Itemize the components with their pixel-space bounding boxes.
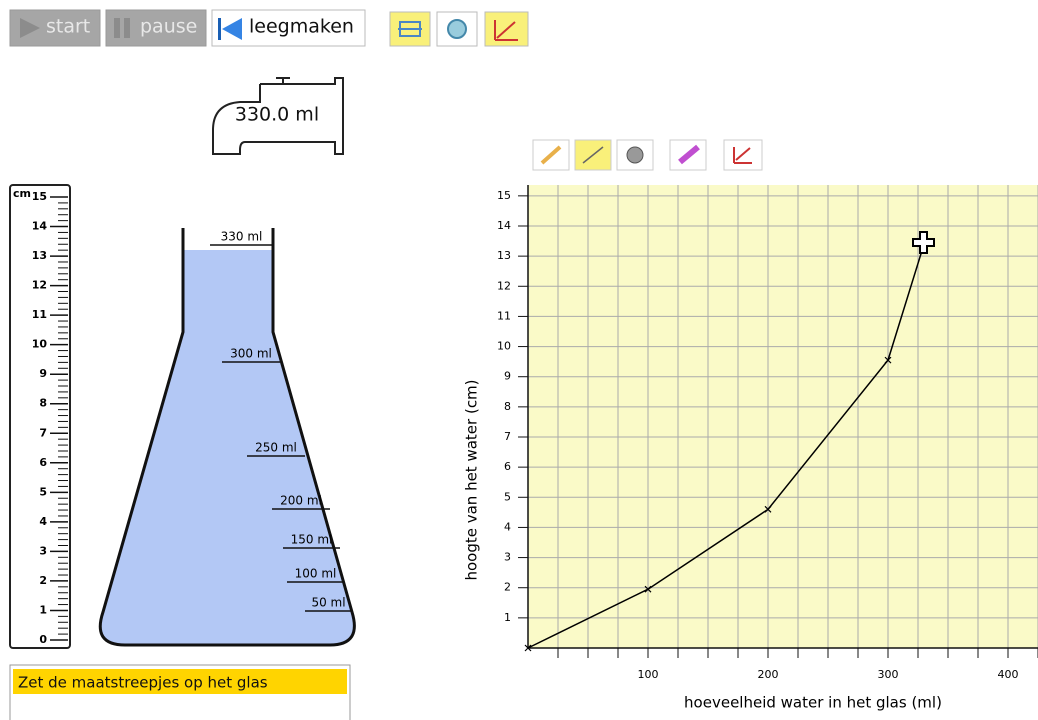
plot-area (528, 185, 1038, 648)
ruler-label: 13 (32, 249, 47, 262)
y-tick-label: 2 (504, 581, 511, 594)
y-tick-label: 5 (504, 490, 511, 503)
data-point (764, 505, 772, 513)
x-tick-label: 200 (758, 668, 779, 681)
tool-icon-clock[interactable] (436, 11, 478, 47)
y-tick-label: 12 (497, 279, 511, 292)
point-tool[interactable] (616, 139, 654, 171)
flask-mark-label: 150 ml (291, 533, 333, 547)
flask-mark-label: 100 ml (295, 567, 337, 581)
y-tick-label: 7 (504, 430, 511, 443)
data-point (644, 585, 652, 593)
graph-tool[interactable] (723, 139, 763, 171)
y-axis-label: hoogte van het water (cm) (463, 379, 481, 580)
ruler-label: 8 (39, 397, 47, 410)
water (100, 250, 355, 645)
clear-label: leegmaken (249, 16, 354, 38)
x-tick-label: 300 (878, 668, 899, 681)
clear-button[interactable]: leegmaken (211, 9, 366, 47)
start-button[interactable]: start (9, 9, 101, 47)
data-point (884, 356, 892, 364)
start-label: start (46, 16, 90, 38)
line-tool[interactable] (574, 139, 612, 171)
data-point (524, 644, 532, 652)
task-title: Zet de maatstreepjes op het glas (18, 674, 268, 692)
y-tick-label: 8 (504, 400, 511, 413)
flask-mark-label: 200 ml (280, 494, 322, 508)
ruler-label: 2 (39, 574, 47, 587)
y-tick-label: 15 (497, 189, 511, 202)
ruler-label: 0 (39, 633, 47, 646)
ruler-label: 15 (32, 190, 47, 203)
y-tick-label: 10 (497, 340, 511, 353)
ruler-label: 3 (39, 544, 47, 557)
tool-icon-flask[interactable] (389, 11, 431, 47)
flask (98, 228, 356, 647)
ruler-label: 9 (39, 367, 47, 380)
ruler-label: 10 (32, 338, 48, 351)
ruler-label: 7 (39, 426, 47, 439)
ruler-unit: cm (13, 187, 31, 200)
pencil-tool[interactable] (532, 139, 570, 171)
mouse-cursor (912, 231, 935, 254)
ruler-label: 4 (39, 515, 47, 528)
y-tick-label: 14 (497, 219, 511, 232)
tap: 330.0 ml (212, 77, 344, 155)
flask-mark-label: 300 ml (230, 347, 272, 361)
tool-icon-graph[interactable] (484, 11, 529, 47)
flask-mark-label: 330 ml (221, 230, 263, 244)
task-header (13, 669, 347, 694)
y-tick-label: 13 (497, 249, 511, 262)
ruler-label: 6 (39, 456, 47, 469)
x-tick-label: 400 (998, 668, 1019, 681)
ruler-label: 14 (32, 220, 48, 233)
ruler (9, 184, 71, 649)
y-tick-label: 4 (504, 520, 511, 533)
ruler-label: 12 (32, 279, 47, 292)
flask-mark-label: 250 ml (255, 441, 297, 455)
ruler-label: 11 (32, 308, 47, 321)
y-tick-label: 1 (504, 611, 511, 624)
pause-button[interactable]: pause (105, 9, 207, 47)
ruler-label: 1 (39, 603, 47, 616)
x-axis-label: hoeveelheid water in het glas (ml) (684, 694, 942, 712)
y-tick-label: 6 (504, 460, 511, 473)
y-tick-label: 3 (504, 551, 511, 564)
y-tick-label: 9 (504, 370, 511, 383)
flask-mark-label: 50 ml (311, 596, 345, 610)
pause-label: pause (140, 16, 197, 38)
x-tick-label: 100 (638, 668, 659, 681)
eraser-tool[interactable] (669, 139, 707, 171)
tap-volume: 330.0 ml (235, 104, 319, 126)
y-tick-label: 11 (497, 309, 511, 322)
ruler-label: 5 (39, 485, 47, 498)
